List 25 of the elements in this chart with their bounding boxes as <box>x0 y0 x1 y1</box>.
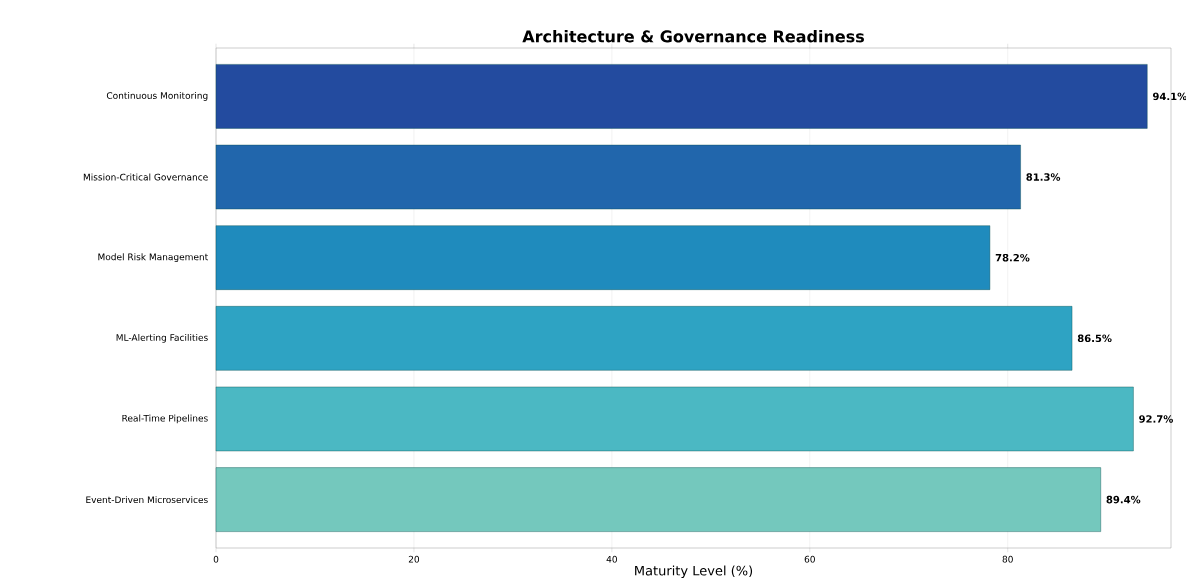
bar <box>215 467 1101 532</box>
y-tick-label: ML-Alerting Facilities <box>116 333 208 343</box>
data-label: 78.2% <box>995 253 1030 262</box>
x-tick-label: 40 <box>606 555 617 563</box>
y-tick-label: Real-Time Pipelines <box>122 414 208 424</box>
bar <box>215 64 1148 129</box>
data-label: 81.3% <box>1026 173 1061 181</box>
chart-title: Architecture & Governance Readiness <box>522 30 864 43</box>
x-tick-label: 60 <box>804 555 815 563</box>
bar <box>215 386 1134 452</box>
data-label: 92.7% <box>1139 415 1173 423</box>
bar <box>215 225 991 290</box>
x-axis-title: Maturity Level (%) <box>635 565 753 579</box>
data-label: 94.1% <box>1152 92 1186 101</box>
y-tick-label: Continuous Monitoring <box>106 92 208 101</box>
data-label: 86.5% <box>1077 334 1112 343</box>
x-tick-label: 0 <box>213 555 219 563</box>
data-label: 89.4% <box>1106 495 1141 504</box>
bar <box>215 144 1021 210</box>
bar <box>215 306 1073 371</box>
y-tick-label: Mission-Critical Governance <box>83 173 208 181</box>
y-tick-label: Event-Driven Microservices <box>86 496 208 504</box>
y-tick-label: Model Risk Management <box>98 253 208 263</box>
x-tick-label: 80 <box>1002 555 1013 563</box>
x-tick-label: 20 <box>408 555 420 563</box>
